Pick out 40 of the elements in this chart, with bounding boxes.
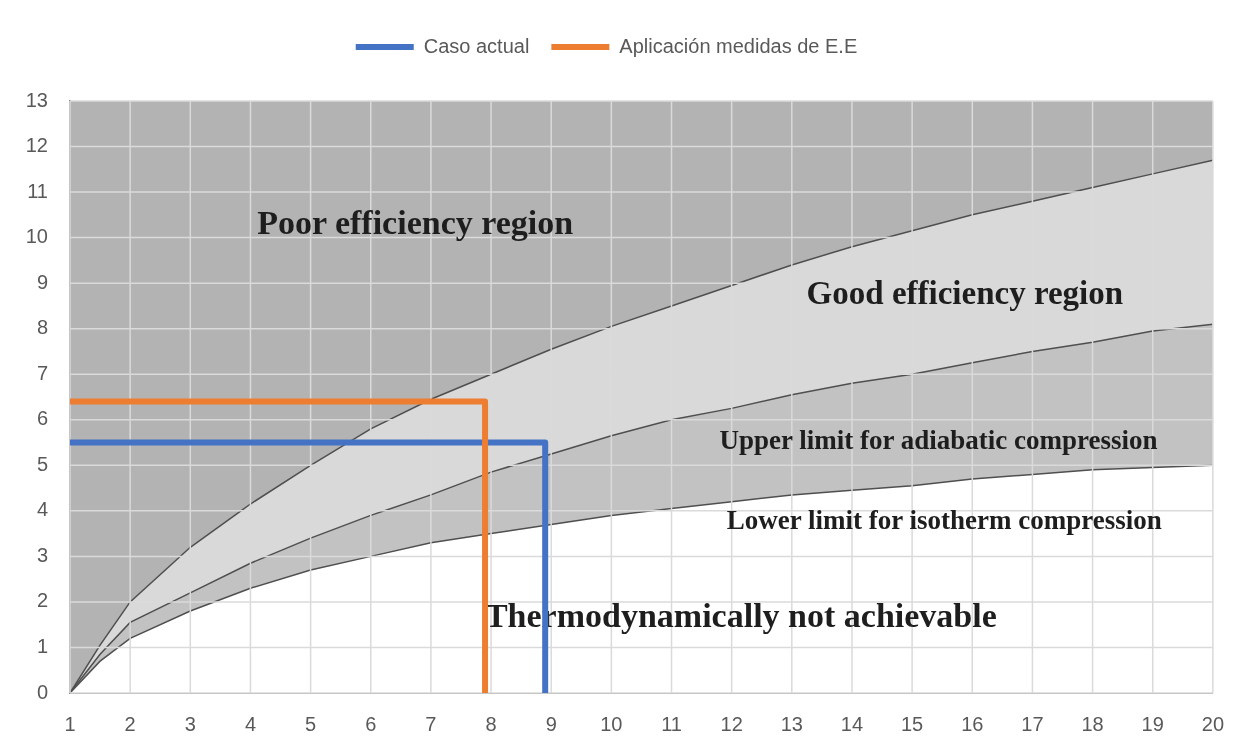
x-tick-label: 7 xyxy=(425,712,437,735)
y-tick-label: 3 xyxy=(36,543,48,566)
x-tick-label: 6 xyxy=(365,712,377,735)
annotation: Poor efficiency region xyxy=(257,203,574,241)
y-tick-label: 9 xyxy=(36,270,48,293)
x-tick-label: 9 xyxy=(545,712,557,735)
annotation: Good efficiency region xyxy=(806,275,1124,312)
y-tick-label: 10 xyxy=(25,225,48,248)
x-tick-label: 1 xyxy=(64,712,76,735)
y-tick-label: 12 xyxy=(25,134,48,157)
y-tick-label: 13 xyxy=(25,88,48,111)
legend-label: Caso actual xyxy=(423,34,530,57)
y-tick-label: 0 xyxy=(36,680,48,703)
y-tick-label: 11 xyxy=(27,179,48,202)
annotation: Lower limit for isotherm compression xyxy=(726,504,1162,535)
annotation: Upper limit for adiabatic compression xyxy=(719,424,1158,455)
y-tick-label: 1 xyxy=(36,634,48,657)
x-tick-label: 15 xyxy=(900,712,924,735)
y-tick-label: 8 xyxy=(36,316,48,339)
x-tick-label: 2 xyxy=(124,712,136,735)
y-tick-label: 2 xyxy=(36,589,48,612)
y-tick-label: 6 xyxy=(36,407,48,430)
x-tick-label: 14 xyxy=(840,712,864,735)
x-tick-label: 8 xyxy=(485,712,497,735)
x-tick-label: 18 xyxy=(1081,712,1104,735)
x-tick-label: 12 xyxy=(720,712,743,735)
legend-label: Aplicación medidas de E.E xyxy=(619,34,858,57)
x-tick-label: 16 xyxy=(961,712,984,735)
x-tick-label: 4 xyxy=(244,712,257,735)
x-tick-label: 11 xyxy=(661,712,682,735)
x-tick-label: 5 xyxy=(305,712,317,735)
x-tick-label: 10 xyxy=(600,712,623,735)
x-tick-label: 17 xyxy=(1021,712,1044,735)
x-tick-label: 3 xyxy=(184,712,196,735)
y-tick-label: 7 xyxy=(36,361,48,384)
x-tick-label: 13 xyxy=(780,712,803,735)
x-tick-label: 20 xyxy=(1201,712,1224,735)
y-tick-label: 4 xyxy=(36,498,48,521)
y-tick-label: 5 xyxy=(36,452,48,475)
x-tick-label: 19 xyxy=(1141,712,1164,735)
